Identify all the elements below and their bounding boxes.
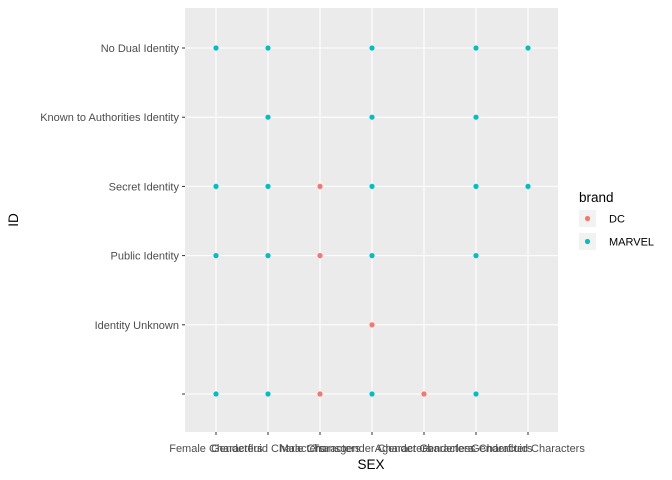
- data-point-marvel: [473, 391, 479, 397]
- data-point-marvel: [265, 391, 271, 397]
- x-tick-label: Female Characters: [169, 443, 263, 455]
- data-point-dc: [369, 322, 375, 328]
- data-point-marvel: [213, 183, 219, 189]
- data-point-marvel: [369, 253, 375, 259]
- x-tick-label: Agender Characters: [375, 443, 474, 455]
- data-point-dc: [317, 183, 323, 189]
- y-tick-label: Identity Unknown: [95, 320, 179, 332]
- data-point-marvel: [473, 45, 479, 51]
- data-point-marvel: [213, 45, 219, 51]
- x-axis-title: SEX: [357, 457, 384, 472]
- legend-dot-marvel: [584, 238, 591, 245]
- data-point-marvel: [525, 183, 531, 189]
- data-point-marvel: [473, 183, 479, 189]
- data-point-marvel: [369, 114, 375, 120]
- data-point-marvel: [369, 45, 375, 51]
- legend-dot-dc: [584, 215, 591, 222]
- data-point-dc: [317, 391, 323, 397]
- data-point-marvel: [265, 114, 271, 120]
- data-points: [213, 45, 531, 397]
- data-point-marvel: [213, 253, 219, 259]
- x-tick-label: Genderless Characters: [419, 443, 533, 455]
- y-tick-label: Public Identity: [111, 251, 180, 263]
- data-point-dc: [421, 391, 427, 397]
- data-point-marvel: [525, 45, 531, 51]
- data-point-marvel: [473, 114, 479, 120]
- data-point-marvel: [265, 253, 271, 259]
- legend-label-marvel: MARVEL: [609, 237, 654, 249]
- y-tick-label: Known to Authorities Identity: [40, 112, 179, 124]
- legend: brand DC MARVEL: [579, 190, 654, 250]
- x-tick-label: Genderfluid Characters: [211, 443, 325, 455]
- data-point-marvel: [213, 391, 219, 397]
- data-point-marvel: [369, 391, 375, 397]
- legend-label-dc: DC: [609, 214, 625, 226]
- data-point-marvel: [369, 183, 375, 189]
- data-point-marvel: [265, 45, 271, 51]
- y-tick-label: Secret Identity: [109, 181, 180, 193]
- data-point-dc: [317, 253, 323, 259]
- y-axis-title: ID: [6, 213, 21, 227]
- axis-ticks: [182, 47, 529, 435]
- y-tick-labels: Identity Unknown Public Identity Secret Id…: [40, 43, 179, 332]
- x-tick-label: Male Characters: [280, 443, 361, 455]
- y-tick-label: No Dual Identity: [101, 43, 180, 55]
- x-tick-label: Genderfluid Characters: [471, 443, 585, 455]
- legend-title: brand: [579, 190, 614, 205]
- data-point-marvel: [265, 183, 271, 189]
- data-point-marvel: [473, 253, 479, 259]
- x-tick-label: Transgender Characters: [313, 443, 432, 455]
